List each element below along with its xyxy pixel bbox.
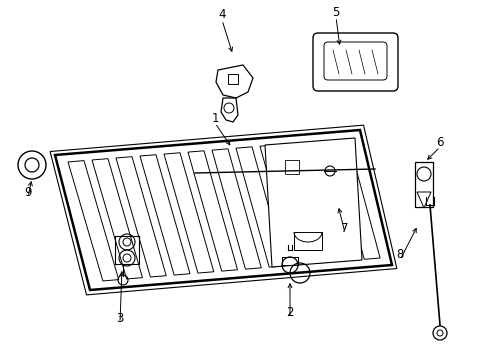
Bar [414, 162, 432, 207]
Text: 7: 7 [341, 221, 348, 234]
Text: 8: 8 [395, 248, 403, 261]
Text: 6: 6 [435, 135, 443, 148]
Bar [227, 74, 238, 84]
Text: 9: 9 [24, 185, 32, 198]
Text: 1: 1 [211, 112, 218, 125]
Text: 3: 3 [116, 311, 123, 324]
Text: 4: 4 [218, 9, 225, 22]
Polygon shape [264, 138, 361, 267]
Bar [285, 160, 298, 174]
Text: 5: 5 [332, 5, 339, 18]
Text: 2: 2 [285, 306, 293, 320]
Bar [293, 232, 321, 250]
